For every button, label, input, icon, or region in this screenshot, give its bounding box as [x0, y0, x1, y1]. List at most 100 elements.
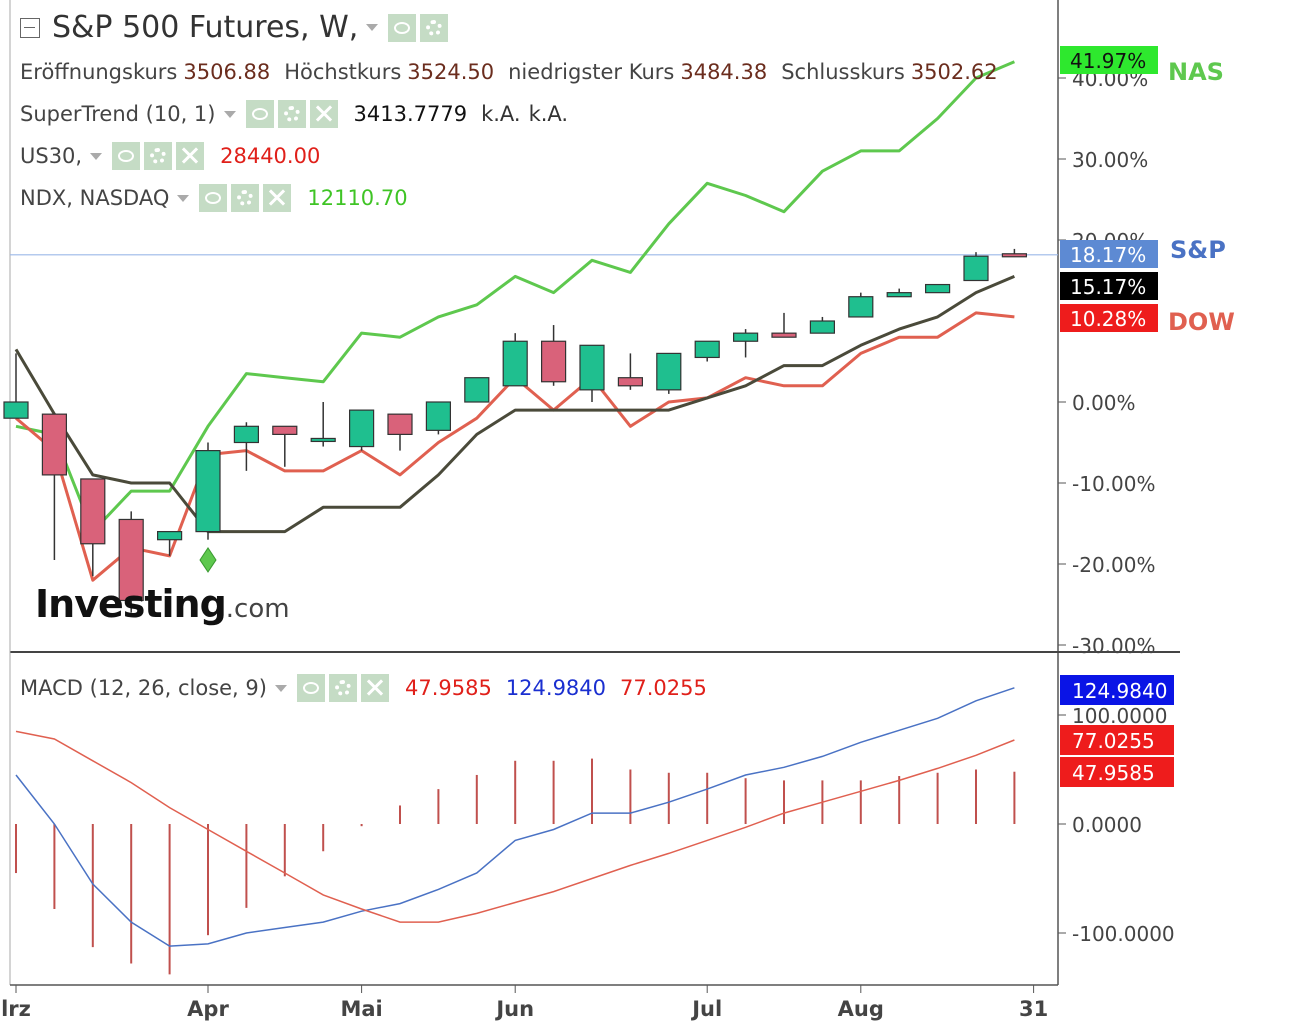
candle-body: [848, 296, 874, 318]
macd-last-value-badge: [1060, 725, 1174, 755]
chevron-down-icon[interactable]: [366, 24, 379, 31]
macd-signal-line: [15, 730, 1015, 923]
candle-body: [771, 332, 797, 338]
eye-icon[interactable]: [199, 184, 228, 212]
buy-signal-icon: [199, 547, 217, 573]
chevron-down-icon[interactable]: [90, 152, 103, 160]
candle-body: [809, 320, 836, 334]
close-value: 3502.62: [910, 60, 998, 84]
logo-suffix: .com: [225, 594, 290, 624]
candle-body: [656, 352, 682, 391]
candle-body: [118, 518, 144, 602]
close-icon[interactable]: [263, 184, 292, 212]
close-label: Schlusskurs: [781, 60, 905, 84]
low-value: 3484.38: [680, 60, 768, 84]
investing-logo: Investing.com: [35, 582, 290, 626]
chevron-down-icon[interactable]: [274, 684, 287, 692]
candle-body: [886, 292, 912, 298]
collapse-icon[interactable]: [20, 17, 40, 38]
series-tag-nas: NAS: [1168, 58, 1224, 86]
supertrend-label: SuperTrend (10, 1): [20, 102, 216, 126]
candle-body: [233, 425, 259, 444]
macd-line: [15, 687, 1015, 947]
chart-title: S&P 500 Futures, W,: [52, 10, 359, 45]
logo-main: Investing: [35, 582, 227, 626]
supertrend-value-3: k.A.: [528, 102, 569, 126]
us30-label: US30,: [20, 144, 83, 168]
candle-body: [540, 340, 567, 383]
macd-signal-value: 77.0255: [620, 676, 707, 700]
gear-icon[interactable]: [231, 184, 260, 212]
candle-body: [1001, 253, 1028, 258]
last-value-badge: [1060, 240, 1158, 268]
candle-body: [732, 332, 759, 342]
title-row: S&P 500 Futures, W,: [20, 10, 452, 45]
candle-body: [924, 283, 951, 294]
y-tick-label: 0.00%: [1072, 391, 1136, 415]
x-tick-label: lrz: [1, 997, 31, 1021]
high-label: Höchstkurs: [284, 60, 402, 84]
ohlc-row: Eröffnungskurs 3506.88 Höchstkurs 3524.5…: [20, 60, 1012, 84]
candle-body: [349, 409, 375, 448]
x-tick-label: Jul: [690, 997, 722, 1021]
x-tick-label: 31: [1019, 997, 1048, 1021]
macd-last-value-label: 77.0255: [1072, 729, 1155, 753]
chevron-down-icon[interactable]: [177, 194, 190, 202]
eye-icon[interactable]: [112, 142, 141, 170]
high-value: 3524.50: [407, 60, 495, 84]
ndx-value: 12110.70: [307, 186, 408, 210]
close-icon[interactable]: [176, 142, 205, 170]
eye-icon[interactable]: [296, 674, 325, 702]
candle-body: [617, 377, 644, 387]
y-tick-label: 30.00%: [1072, 148, 1148, 172]
macd-last-value-badge: [1060, 757, 1174, 787]
y-tick-label: -30.00%: [1072, 634, 1155, 658]
candle-body: [694, 340, 720, 359]
last-value-label: 41.97%: [1070, 49, 1146, 73]
candle-body: [387, 413, 413, 435]
candle-body: [464, 377, 490, 403]
chevron-down-icon[interactable]: [223, 110, 236, 118]
series-tag-dow: DOW: [1168, 308, 1235, 336]
candle-body: [579, 344, 605, 391]
macd-last-value-label: 124.9840: [1072, 679, 1167, 703]
candle-body: [195, 450, 221, 533]
last-value-badge: [1060, 272, 1158, 300]
close-icon[interactable]: [309, 100, 338, 128]
candle-body: [425, 401, 451, 431]
candle-body: [41, 413, 68, 476]
macd-y-tick-label: -100.0000: [1072, 922, 1175, 946]
supertrend-value-2: k.A.: [481, 102, 521, 126]
last-value-badge: [1060, 46, 1158, 74]
macd-legend-row: MACD (12, 26, close, 9) 47.9585 124.9840…: [20, 674, 721, 702]
eye-icon[interactable]: [245, 100, 274, 128]
supertrend-row: SuperTrend (10, 1) 3413.7779 k.A. k.A.: [20, 100, 582, 128]
candle-body: [3, 401, 29, 419]
macd-last-value-badge: [1060, 675, 1174, 705]
last-value-label: 15.17%: [1070, 275, 1146, 299]
open-value: 3506.88: [183, 60, 271, 84]
open-label: Eröffnungskurs: [20, 60, 178, 84]
ndx-label: NDX, NASDAQ: [20, 186, 170, 210]
us30-value: 28440.00: [220, 144, 321, 168]
eye-icon[interactable]: [388, 13, 417, 42]
macd-line-value: 124.9840: [505, 676, 607, 700]
gear-icon[interactable]: [420, 13, 449, 42]
gear-icon[interactable]: [277, 100, 306, 128]
macd-last-value-label: 47.9585: [1072, 761, 1155, 785]
candle-body: [157, 530, 183, 541]
last-value-badge: [1060, 304, 1158, 332]
macd-hist-value: 47.9585: [404, 676, 492, 700]
macd-y-tick-label: 100.0000: [1072, 704, 1167, 728]
supertrend-value: 3413.7779: [353, 102, 468, 126]
close-icon[interactable]: [360, 674, 389, 702]
y-tick-label: -10.00%: [1072, 472, 1155, 496]
gear-icon[interactable]: [144, 142, 173, 170]
series-line-supertrend: [14, 275, 1015, 534]
series-line-nas: [15, 60, 1015, 534]
x-tick-label: Jun: [494, 997, 534, 1021]
gear-icon[interactable]: [328, 674, 357, 702]
macd-label: MACD (12, 26, close, 9): [20, 676, 267, 700]
x-tick-label: Mai: [340, 997, 382, 1021]
